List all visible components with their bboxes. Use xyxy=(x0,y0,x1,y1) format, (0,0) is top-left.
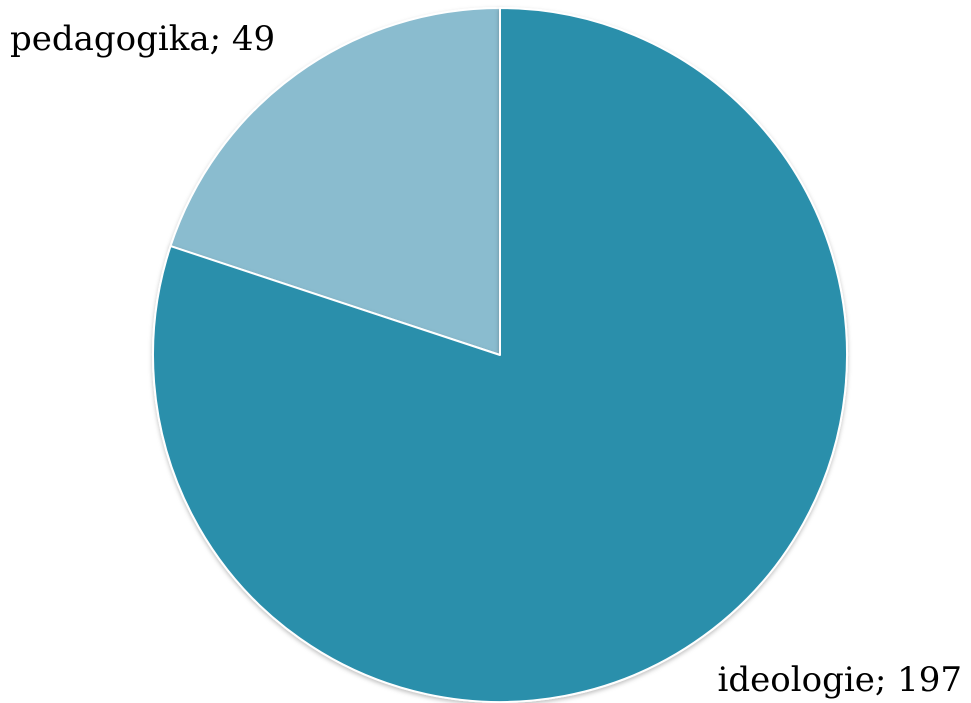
pie-slice-ideologie xyxy=(152,7,848,703)
pie-slice-pedagogika xyxy=(169,7,501,356)
pie-slices xyxy=(152,7,848,703)
slice-label-pedagogika: pedagogika; 49 xyxy=(10,19,275,59)
slice-label-ideologie: ideologie; 197 xyxy=(718,660,963,700)
